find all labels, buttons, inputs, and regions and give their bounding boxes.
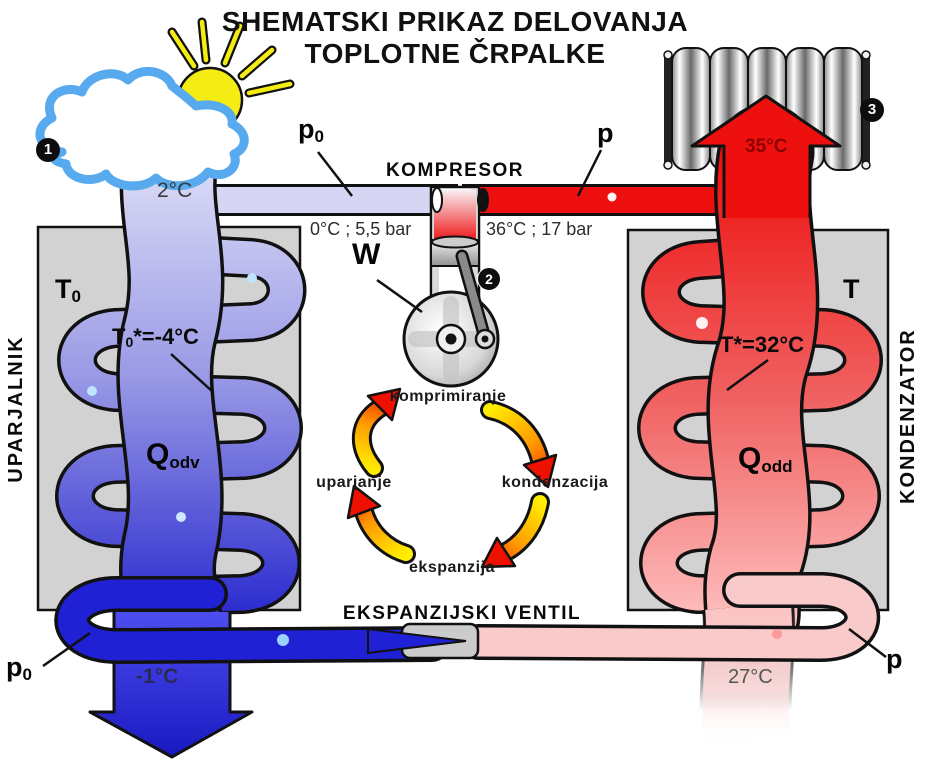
ambient-temp: 2°C <box>157 179 193 202</box>
p-discharge-pressure-label: p <box>597 118 614 148</box>
t0-label: T0 <box>55 274 81 307</box>
title-line-1: SHEMATSKI PRIKAZ DELOVANJA <box>221 6 689 37</box>
t0-star-sub: 0 <box>125 334 134 350</box>
compressor-assembly <box>402 185 500 388</box>
p0-suction-pressure-label: p0 <box>298 114 324 147</box>
cycle-label-expansion: ekspanzija <box>409 559 495 576</box>
cycle-arrowhead-bottom-left <box>346 484 382 520</box>
suction-state: 0°C ; 5,5 bar <box>310 219 412 239</box>
t0-sub: 0 <box>71 287 81 306</box>
step-badge-1: 1 <box>36 138 60 162</box>
work-input-label: W <box>352 238 381 271</box>
heating-out-temp: 35°C <box>745 136 788 157</box>
p0-sub: 0 <box>314 127 324 146</box>
liquid-pipe-warm <box>460 572 881 663</box>
expansion-valve-label: EKSPANZIJSKI VENTIL <box>342 603 582 624</box>
cycle-arrowhead-top-right <box>522 453 558 489</box>
expansion-valve <box>367 622 480 660</box>
discharge-state: 36°C ; 17 bar <box>486 219 593 239</box>
cycle-arrows <box>346 387 558 569</box>
t0-star-label: T0*=-4°C <box>112 324 199 350</box>
cycle-label-condensation: kondenzacija <box>501 474 609 491</box>
q-odv-base: Q <box>146 438 170 471</box>
warm-return-temp: 27°C <box>728 666 773 688</box>
p0-base: p <box>298 114 315 144</box>
t0-star-rest: *=-4°C <box>133 324 199 349</box>
t0-base: T <box>55 274 72 304</box>
t-label: T <box>843 274 860 304</box>
compressor-label: KOMPRESOR <box>385 160 525 181</box>
p0-bottom-label: p0 <box>6 652 32 685</box>
warm-return-band <box>699 601 795 745</box>
q-odv-sub: odv <box>169 453 200 472</box>
liquid-pipe-cold <box>54 576 450 665</box>
valve-nozzle <box>367 627 467 655</box>
condenser-label: KONDENZATOR <box>897 328 919 504</box>
t0-star-base: T <box>112 324 126 349</box>
cycle-arrowhead-bottom-right <box>480 536 517 569</box>
q-odd-label: Qodd <box>738 442 793 477</box>
evaporator-coil <box>55 234 307 616</box>
p0-bottom-base: p <box>6 652 23 682</box>
suction-valve-port <box>431 187 443 213</box>
page-title: SHEMATSKI PRIKAZ DELOVANJA TOPLOTNE ČRPA… <box>155 6 755 70</box>
p-bottom-label: p <box>886 644 903 674</box>
title-line-2: TOPLOTNE ČRPALKE <box>304 38 606 69</box>
step-badge-2: 2 <box>477 267 501 291</box>
q-odv-label: Qodv <box>146 438 200 473</box>
discharge-valve-port <box>477 188 489 212</box>
pointer-lines <box>42 149 887 668</box>
cold-exhaust-temp: -1°C <box>136 665 179 688</box>
evaporator-label: UPARJALNIK <box>5 335 27 483</box>
cycle-label-evaporation: uparjanje <box>316 474 392 491</box>
condenser-coil <box>637 236 883 614</box>
cycle-label-compression: komprimiranje <box>389 388 507 405</box>
t-star-label: T*=32°C <box>720 332 805 357</box>
hot-air-arrow <box>690 94 842 218</box>
evaporator-band <box>116 101 225 669</box>
step-badge-3: 3 <box>860 98 884 122</box>
cloud-icon <box>35 67 249 191</box>
condenser-band <box>703 103 820 665</box>
cycle-arrowhead-top-left <box>366 387 402 422</box>
q-odd-sub: odd <box>761 457 793 476</box>
q-odd-base: Q <box>738 442 762 475</box>
p0-bottom-sub: 0 <box>22 665 32 684</box>
highlight-dots <box>87 192 782 646</box>
